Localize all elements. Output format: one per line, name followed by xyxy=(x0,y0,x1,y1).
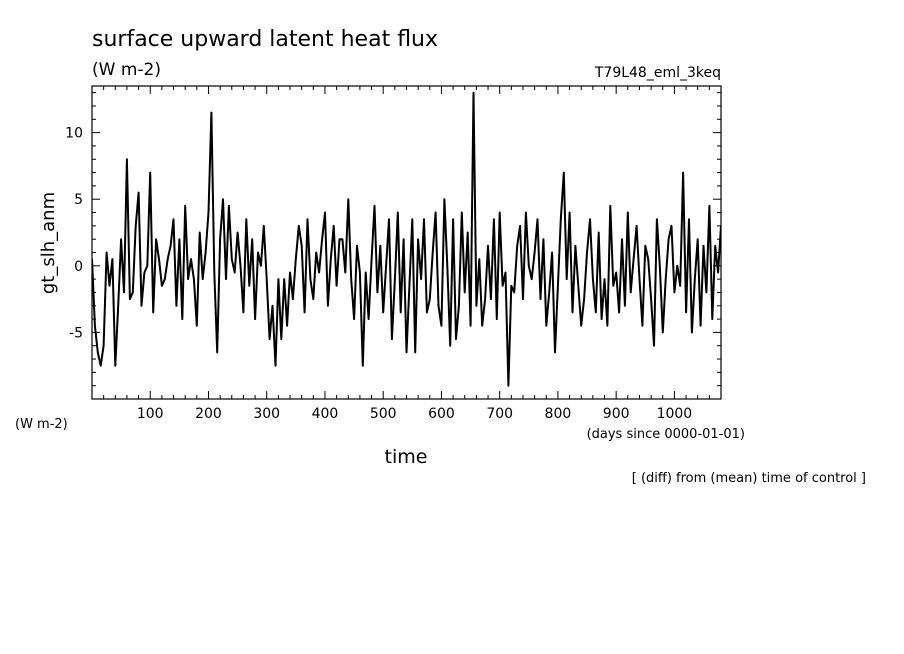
y-tick-label: 5 xyxy=(74,192,83,208)
x-tick-label: 600 xyxy=(428,406,455,422)
x-axis-label: time xyxy=(385,446,428,468)
chart-title: surface upward latent heat flux xyxy=(92,27,438,52)
x-tick-label: 700 xyxy=(486,406,513,422)
x-tick-label: 500 xyxy=(370,406,397,422)
x-tick-label: 100 xyxy=(137,406,164,422)
title-units: (W m-2) xyxy=(92,60,161,80)
x-axis-ticks: 100 200 300 400 500 600 700 800 900 1000 xyxy=(103,86,710,422)
footnote: [ (diff) from (mean) time of control ] xyxy=(632,471,866,486)
x-tick-label: 900 xyxy=(603,406,630,422)
experiment-label: T79L48_eml_3keq xyxy=(594,65,721,81)
x-tick-label: 1000 xyxy=(657,406,693,422)
x-tick-label: 800 xyxy=(545,406,572,422)
x-tick-label: 400 xyxy=(312,406,339,422)
y-axis-units: (W m-2) xyxy=(15,417,68,432)
series-line xyxy=(92,91,721,387)
y-axis-ticks: -5 0 5 10 xyxy=(65,92,721,387)
x-axis-units: (days since 0000-01-01) xyxy=(587,427,745,442)
y-axis-label: gt_slh_anm xyxy=(38,192,59,294)
y-tick-label: 0 xyxy=(74,259,83,275)
y-tick-label: 10 xyxy=(65,126,83,142)
x-tick-label: 300 xyxy=(253,406,280,422)
y-tick-label: -5 xyxy=(69,325,83,341)
x-tick-label: 200 xyxy=(195,406,222,422)
